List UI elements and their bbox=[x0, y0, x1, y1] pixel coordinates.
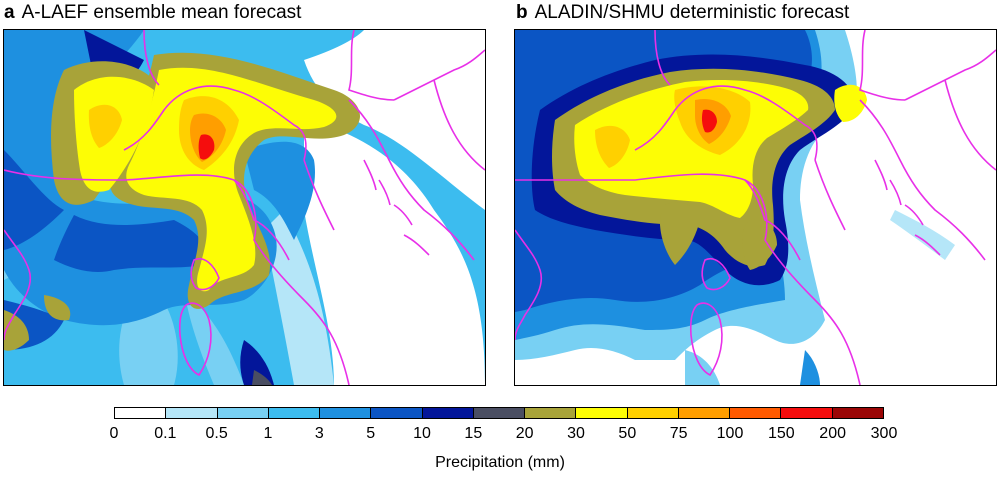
map-a bbox=[3, 29, 486, 386]
colorbar-tick-label: 200 bbox=[819, 425, 847, 442]
map-b-boundaries bbox=[515, 30, 996, 385]
map-a-boundaries bbox=[4, 30, 485, 385]
colorbar-tick-label: 50 bbox=[618, 425, 637, 442]
colorbar-tick-label: 0.1 bbox=[154, 425, 177, 442]
panel-b-title-text: ALADIN/SHMU deterministic forecast bbox=[534, 2, 850, 23]
colorbar-tick-label: 150 bbox=[767, 425, 795, 442]
colorbar-tick-label: 30 bbox=[567, 425, 585, 442]
colorbar-label: Precipitation (mm) bbox=[435, 454, 565, 471]
colorbar-bin bbox=[268, 408, 321, 418]
colorbar-tick-label: 0 bbox=[109, 425, 119, 442]
map-b-canvas bbox=[515, 30, 996, 385]
map-b bbox=[514, 29, 997, 386]
panel-a-letter: a bbox=[4, 2, 15, 23]
colorbar-tick-label: 20 bbox=[515, 425, 534, 442]
colorbar-tick-label: 100 bbox=[716, 425, 744, 442]
colorbar-bin bbox=[217, 408, 269, 418]
colorbar-bin bbox=[166, 408, 218, 418]
panel-b-letter: b bbox=[516, 2, 528, 23]
colorbar-tick-label: 1 bbox=[263, 425, 273, 442]
colorbar-bin bbox=[115, 408, 167, 418]
colorbar-bin bbox=[678, 408, 731, 418]
map-b-precip bbox=[515, 30, 996, 385]
colorbar-bin bbox=[371, 408, 423, 418]
colorbar-tick-label: 3 bbox=[314, 425, 324, 442]
map-a-canvas bbox=[4, 30, 485, 385]
colorbar-bin bbox=[832, 408, 883, 418]
colorbar bbox=[114, 407, 884, 419]
colorbar-bin bbox=[576, 408, 628, 418]
colorbar-tick-label: 75 bbox=[669, 425, 688, 442]
colorbar-bin bbox=[473, 408, 526, 418]
panel-b-title: b ALADIN/SHMU deterministic forecast bbox=[516, 0, 849, 26]
colorbar-tick-label: 0.5 bbox=[205, 425, 228, 442]
colorbar-bin bbox=[422, 408, 474, 418]
colorbar-tick-label: 10 bbox=[413, 425, 431, 442]
colorbar-bin bbox=[320, 408, 372, 418]
colorbar-bin bbox=[730, 408, 782, 418]
colorbar-bin bbox=[627, 408, 679, 418]
colorbar-tick-label: 300 bbox=[870, 425, 898, 442]
colorbar-bin bbox=[525, 408, 577, 418]
colorbar-tick-label: 15 bbox=[464, 425, 483, 442]
panel-a-title-text: A-LAEF ensemble mean forecast bbox=[21, 2, 302, 23]
colorbar-tick-label: 5 bbox=[366, 425, 376, 442]
panel-a-title: a A-LAEF ensemble mean forecast bbox=[4, 0, 301, 26]
colorbar-bin bbox=[781, 408, 833, 418]
